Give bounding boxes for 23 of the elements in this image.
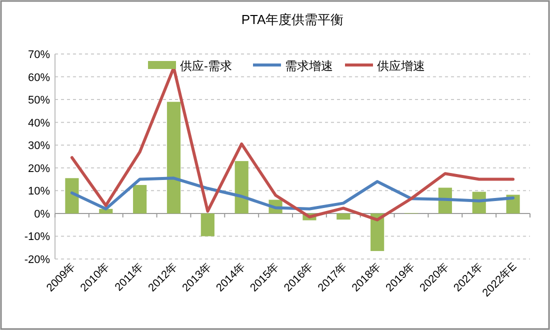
legend-label: 供应-需求	[180, 59, 232, 73]
chart-title: PTA年度供需平衡	[241, 12, 344, 27]
line-series	[70, 176, 515, 210]
legend-label: 需求增速	[285, 59, 333, 73]
y-tick-label: 50%	[28, 94, 50, 107]
y-tick-label: 60%	[28, 72, 50, 84]
y-tick-label: -20%	[24, 254, 50, 266]
y-tick-label: 40%	[28, 117, 50, 130]
y-tick-label: -10%	[24, 231, 50, 244]
y-tick-label: 0%	[34, 208, 50, 220]
bar	[370, 213, 384, 252]
bar	[234, 161, 248, 214]
bar	[99, 208, 113, 214]
y-tick-label: 10%	[28, 186, 50, 198]
y-tick-label: 70%	[28, 49, 50, 61]
y-tick-label: 30%	[28, 140, 50, 152]
y-tick-label: 20%	[28, 162, 50, 175]
bar	[65, 178, 79, 214]
bar	[133, 184, 147, 214]
bar	[200, 213, 214, 236]
bar	[336, 213, 350, 220]
legend-label: 供应增速	[377, 59, 425, 73]
bar	[166, 102, 181, 214]
